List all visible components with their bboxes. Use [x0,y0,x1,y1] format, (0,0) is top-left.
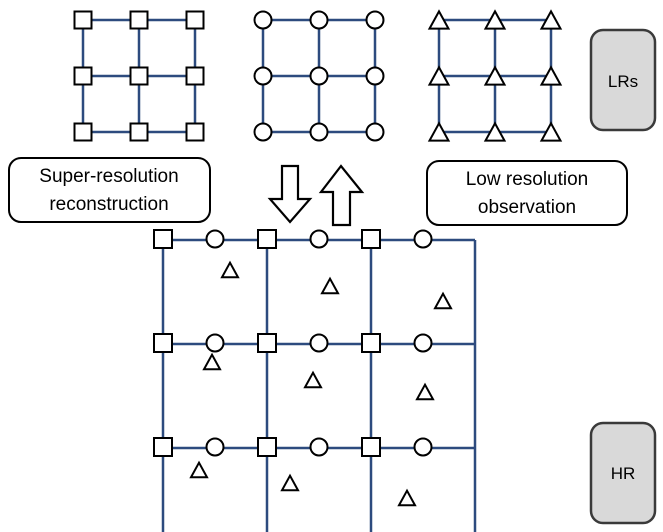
circle-marker [205,333,225,353]
circle-marker [365,66,385,86]
square-marker [185,122,205,142]
sr-reconstruction-line2: reconstruction [49,194,168,215]
hr-grid [153,229,477,532]
circle-marker [309,333,329,353]
square-marker [153,229,173,249]
square-marker [153,437,173,457]
down-arrow [267,164,313,224]
lrs-label: LRs [608,72,638,91]
triangle-marker [427,121,451,142]
circle-marker [309,437,329,457]
triangle-marker [220,260,240,279]
square-marker [257,333,277,353]
sr-reconstruction-box: Super-resolution reconstruction [8,157,211,223]
triangle-marker [539,121,563,142]
square-marker [73,10,93,30]
circle-marker [253,66,273,86]
square-marker [257,229,277,249]
triangle-marker [303,370,323,389]
triangle-marker [483,65,507,86]
circle-marker [253,10,273,30]
lr-grid-circle [253,10,385,142]
triangle-marker [483,9,507,30]
lr-observation-line2: observation [478,197,576,218]
lr-grid-triangle [427,9,563,142]
circle-marker [309,122,329,142]
lrs-box: LRs [589,28,657,132]
square-marker [361,229,381,249]
circle-marker [205,229,225,249]
triangle-marker [483,121,507,142]
triangle-marker [189,460,209,479]
circle-marker [309,229,329,249]
triangle-marker [539,9,563,30]
square-marker [361,333,381,353]
hr-label: HR [611,464,636,483]
square-marker [129,122,149,142]
triangle-marker [539,65,563,86]
hr-box: HR [589,421,657,525]
square-marker [73,122,93,142]
lr-grid-square [73,10,205,142]
up-arrow [318,164,365,227]
circle-marker [365,122,385,142]
square-marker [185,66,205,86]
square-marker [73,66,93,86]
circle-marker [365,10,385,30]
triangle-marker [415,382,435,401]
triangle-marker [427,65,451,86]
circle-marker [413,333,433,353]
lr-observation-box: Low resolution observation [426,160,628,226]
triangle-marker [202,352,222,371]
circle-marker [309,10,329,30]
square-marker [129,66,149,86]
triangle-marker [433,291,453,310]
square-marker [129,10,149,30]
square-marker [257,437,277,457]
circle-marker [205,437,225,457]
square-marker [153,333,173,353]
arrows [267,164,365,227]
circle-marker [413,229,433,249]
square-marker [185,10,205,30]
sr-reconstruction-line1: Super-resolution [39,166,178,187]
circle-marker [309,66,329,86]
lr-observation-line1: Low resolution [466,169,589,190]
triangle-marker [280,473,300,492]
square-marker [361,437,381,457]
triangle-marker [397,488,417,507]
circle-marker [253,122,273,142]
lr-grids [73,9,563,142]
triangle-marker [427,9,451,30]
circle-marker [413,437,433,457]
triangle-marker [320,276,340,295]
